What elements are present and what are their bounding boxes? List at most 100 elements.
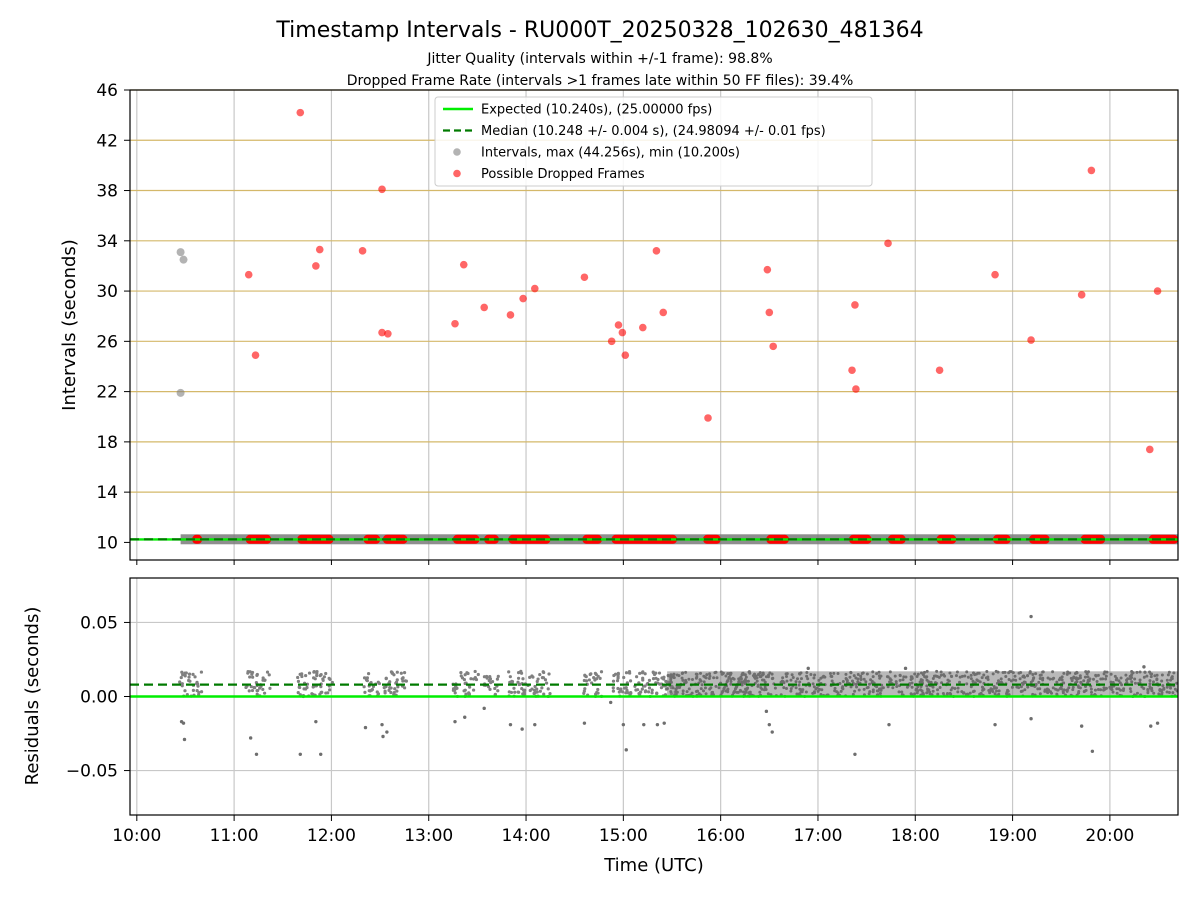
residual-point <box>387 688 391 692</box>
residual-point <box>761 672 765 676</box>
residual-point <box>1158 687 1162 691</box>
residual-point <box>678 686 682 690</box>
residual-point <box>737 677 741 681</box>
residual-point <box>894 682 898 686</box>
residual-point <box>929 680 933 684</box>
residual-point <box>820 688 824 692</box>
residual-point <box>1013 674 1017 678</box>
residual-point <box>647 686 652 690</box>
residual-point <box>1041 670 1045 674</box>
residual-point <box>984 676 988 680</box>
residual-point <box>657 671 662 675</box>
residual-point <box>755 676 759 680</box>
residual-point <box>869 678 873 682</box>
dropped-frame-point <box>659 308 668 317</box>
residual-point <box>383 691 387 695</box>
residual-point <box>247 689 251 693</box>
residual-point <box>956 690 960 694</box>
residual-point <box>1058 676 1062 680</box>
residual-point <box>1166 673 1170 677</box>
residual-point <box>611 679 616 683</box>
residual-point <box>544 681 549 685</box>
residual-point <box>854 676 858 680</box>
residual-point <box>622 675 626 680</box>
residual-point <box>611 686 615 690</box>
residual-point <box>814 687 818 691</box>
residual-point <box>535 687 539 691</box>
residual-point <box>923 670 927 674</box>
residual-point <box>180 670 184 674</box>
residual-point <box>366 672 371 676</box>
residual-point <box>680 672 684 676</box>
residual-point <box>972 689 976 693</box>
residual-point <box>1020 681 1024 685</box>
residual-point <box>849 671 853 675</box>
bottom-y-tick-label: 0.05 <box>80 613 118 633</box>
residual-point <box>920 689 924 693</box>
residual-point <box>1034 672 1038 676</box>
dropped-frame-point <box>621 351 630 359</box>
residual-outlier-point <box>993 722 997 727</box>
residual-point <box>179 675 183 680</box>
residual-point <box>685 690 689 694</box>
residual-point <box>925 669 929 673</box>
residual-point <box>695 675 699 679</box>
residual-point <box>582 689 586 693</box>
residual-point <box>822 674 826 678</box>
residual-point <box>971 671 975 675</box>
residual-point <box>940 681 944 685</box>
residual-point <box>812 676 816 680</box>
residual-point <box>741 681 745 685</box>
residual-point <box>1148 686 1152 690</box>
residual-point <box>330 680 334 685</box>
residual-point <box>936 692 940 696</box>
dropped-frame-point <box>451 319 459 328</box>
residual-point <box>758 690 762 694</box>
residual-point <box>989 687 993 691</box>
residual-outlier-point <box>806 666 810 671</box>
residual-outlier-point <box>608 700 613 705</box>
residual-outlier-point <box>319 752 323 756</box>
residual-point <box>856 673 860 677</box>
bottom-plot-area <box>130 614 1178 756</box>
residual-point <box>1152 691 1156 695</box>
residual-point <box>1065 688 1069 692</box>
dropped-frame-point <box>296 108 305 117</box>
top-y-axis-label: Intervals (seconds) <box>59 239 80 411</box>
residual-point <box>707 677 711 681</box>
residual-point <box>634 675 639 679</box>
residual-point <box>487 679 491 683</box>
residual-point <box>476 672 480 677</box>
residual-point <box>319 685 323 689</box>
residual-point <box>187 672 192 676</box>
residual-point <box>1111 680 1115 684</box>
residual-point <box>789 687 793 691</box>
residual-point <box>1001 670 1005 674</box>
residual-point <box>726 679 730 683</box>
residual-point <box>1124 673 1128 677</box>
residual-point <box>1089 687 1093 691</box>
residual-point <box>389 670 394 674</box>
residual-point <box>1051 686 1055 690</box>
residual-point <box>849 685 853 689</box>
residual-point <box>669 690 673 694</box>
dropped-frame-point <box>618 328 627 337</box>
residual-point <box>641 670 645 674</box>
residual-point <box>1056 688 1060 692</box>
residual-point <box>1122 687 1126 691</box>
residual-point <box>530 674 534 678</box>
residual-point <box>1071 685 1075 689</box>
residual-point <box>249 684 253 689</box>
residual-point <box>628 679 633 683</box>
residual-point <box>651 677 656 681</box>
residual-point <box>875 672 879 676</box>
residual-point <box>681 678 685 682</box>
residual-point <box>818 687 822 691</box>
residual-point <box>246 669 250 674</box>
residual-point <box>763 685 767 689</box>
x-tick-label: 13:00 <box>404 826 453 846</box>
residual-point <box>1135 691 1139 695</box>
residual-point <box>315 669 319 674</box>
residual-point <box>841 680 845 684</box>
residual-point <box>710 691 714 695</box>
